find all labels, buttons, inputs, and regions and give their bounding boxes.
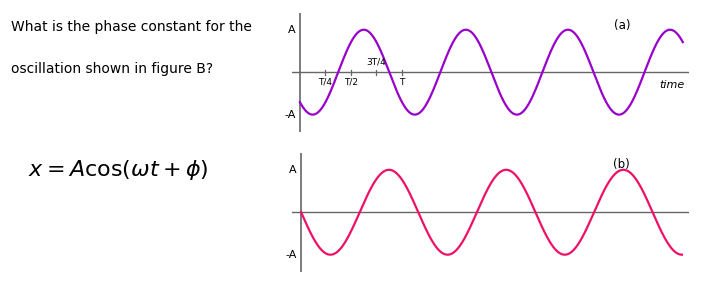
Text: -A: -A [285,250,297,260]
Text: A: A [288,25,296,35]
Text: T/2: T/2 [344,78,358,87]
Text: oscillation shown in figure B?: oscillation shown in figure B? [11,62,213,76]
Text: What is the phase constant for the: What is the phase constant for the [11,20,252,34]
Text: $\mathit{x} = \mathit{A}\mathrm{cos}(\mathit{\omega t} + \mathit{\phi})$: $\mathit{x} = \mathit{A}\mathrm{cos}(\ma… [28,158,208,182]
Text: T/4: T/4 [318,78,333,87]
Text: (b): (b) [613,158,630,171]
Text: (a): (a) [614,19,631,32]
Text: time: time [659,80,685,90]
Text: T: T [399,78,405,87]
Text: -A: -A [285,110,296,120]
Text: 3T/4: 3T/4 [367,58,387,67]
Text: A: A [289,165,297,175]
